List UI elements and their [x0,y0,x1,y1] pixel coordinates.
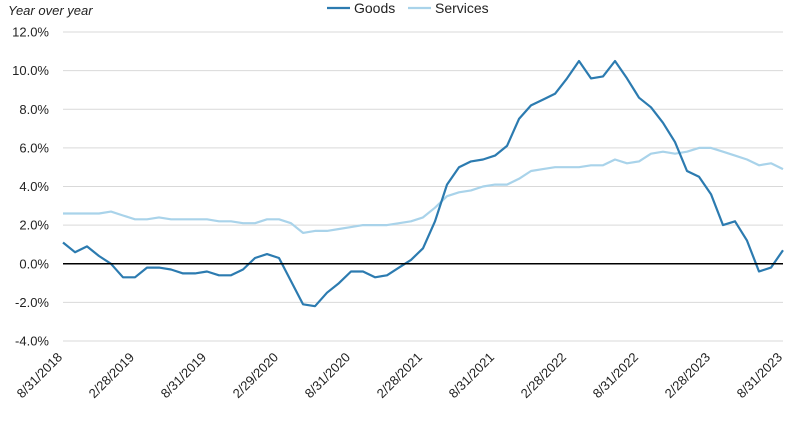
series-lines [62,59,784,308]
legend-label-goods: Goods [354,0,395,16]
x-tick-label: 8/31/2018 [14,350,66,402]
x-tick-label: 2/28/2021 [374,350,426,402]
x-tick-label: 2/28/2023 [662,350,714,402]
y-tick-label: -2.0% [15,295,49,310]
legend-label-services: Services [435,0,489,16]
series-line-goods [62,59,784,308]
y-tick-label: 2.0% [19,218,49,233]
x-tick-label: 2/28/2022 [518,350,570,402]
y-tick-label: 6.0% [19,140,49,155]
x-tick-label: 8/31/2020 [302,350,354,402]
y-tick-label: 8.0% [19,102,49,117]
y-axis-tick-labels: 12.0% 10.0% 8.0% 6.0% 4.0% 2.0% 0.0% -2.0% -4.0% [12,25,49,349]
gridlines [63,31,783,342]
x-tick-label: 2/29/2020 [230,350,282,402]
series-line-services [63,146,784,234]
y-tick-label: 12.0% [12,25,49,40]
x-axis-tick-labels: 8/31/2018 2/28/2019 8/31/2019 2/29/2020 8/31… [14,350,786,402]
x-tick-label: 8/31/2022 [590,350,642,402]
legend: Goods Services [327,0,489,16]
y-tick-label: 4.0% [19,179,49,194]
x-tick-label: 2/28/2019 [86,350,138,402]
y-axis-title: Year over year [8,3,93,18]
y-tick-label: 0.0% [19,256,49,271]
x-tick-label: 8/31/2023 [734,350,786,402]
y-tick-label: -4.0% [15,334,49,349]
x-tick-label: 8/31/2019 [158,350,210,402]
y-tick-label: 10.0% [12,63,49,78]
x-tick-label: 8/31/2021 [446,350,498,402]
